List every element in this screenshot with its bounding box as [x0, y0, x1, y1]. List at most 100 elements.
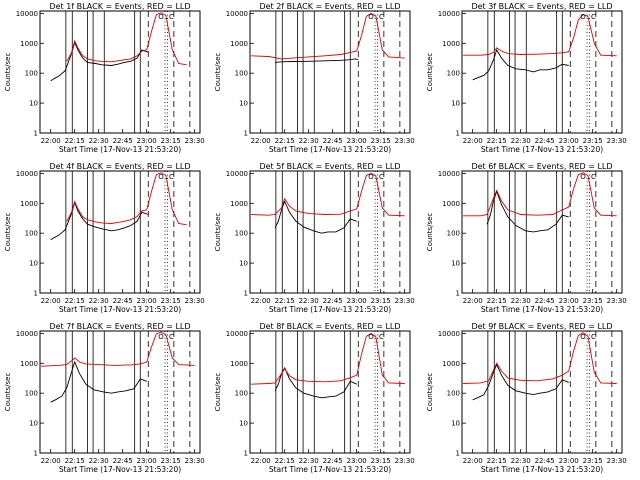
y-tick-label: 1 — [244, 450, 248, 458]
plot-frame — [249, 170, 411, 294]
marker-o: O — [580, 173, 586, 181]
y-tick-label: 10 — [451, 260, 460, 268]
series-events — [472, 363, 569, 401]
y-tick-label: 1000 — [230, 360, 248, 368]
series-events — [50, 201, 149, 241]
y-tick-label: 1000 — [230, 40, 248, 48]
x-tick-label: 22:15 — [65, 457, 85, 465]
series-lld — [463, 332, 617, 384]
y-tick-label: 10000 — [438, 170, 460, 178]
panel-title: Det 9f BLACK = Events, RED = LLD — [471, 322, 612, 331]
x-tick-label: 22:45 — [323, 137, 343, 145]
x-tick-label: 22:45 — [535, 297, 555, 305]
marker-o: O — [158, 173, 164, 181]
x-tick-label: 22:30 — [299, 457, 319, 465]
y-tick-label: 1 — [456, 450, 460, 458]
det-panel-2: Det 2f BLACK = Events, RED = LLD O C 22:00 2… — [214, 2, 415, 154]
panel-title: Det 6f BLACK = Events, RED = LLD — [471, 162, 612, 171]
x-tick-label: 23:30 — [607, 137, 627, 145]
series-lld — [463, 14, 617, 57]
x-tick-label: 22:00 — [463, 457, 483, 465]
x-tick-label: 22:00 — [41, 297, 61, 305]
y-tick-label: 1 — [244, 130, 248, 138]
y-tick-label: 1 — [244, 290, 248, 298]
panel-title: Det 7f BLACK = Events, RED = LLD — [49, 322, 190, 331]
x-axis-title: Start Time (17-Nov-13 21:53:20) — [481, 305, 603, 314]
y-tick-label: 1000 — [442, 40, 460, 48]
y-tick-label: 10 — [29, 100, 38, 108]
x-tick-label: 23:00 — [347, 137, 367, 145]
plot-frame — [249, 330, 411, 454]
plot-frame — [461, 170, 623, 294]
y-axis-title: Counts/sec — [214, 213, 222, 252]
panel-title: Det 5f BLACK = Events, RED = LLD — [259, 162, 400, 171]
x-tick-label: 22:30 — [511, 457, 531, 465]
y-axis-title: Counts/sec — [426, 53, 434, 92]
x-tick-label: 23:30 — [185, 297, 205, 305]
x-axis-title: Start Time (17-Nov-13 21:53:20) — [481, 145, 603, 154]
marker-o: O — [368, 173, 374, 181]
y-axis-title: Counts/sec — [214, 53, 222, 92]
x-tick-label: 23:15 — [583, 297, 603, 305]
marker-o: O — [580, 13, 586, 21]
x-tick-label: 22:15 — [275, 137, 295, 145]
x-tick-label: 23:15 — [583, 137, 603, 145]
y-tick-label: 10 — [239, 420, 248, 428]
det-panel-1: Det 1f BLACK = Events, RED = LLD O C 22:00 2… — [4, 2, 205, 154]
x-tick-label: 22:30 — [511, 297, 531, 305]
x-tick-label: 22:00 — [41, 457, 61, 465]
plot-frame — [39, 330, 201, 454]
x-tick-label: 23:30 — [185, 137, 205, 145]
y-tick-label: 1 — [34, 450, 38, 458]
x-tick-label: 22:15 — [65, 297, 85, 305]
panel-title: Det 2f BLACK = Events, RED = LLD — [259, 2, 400, 11]
y-tick-label: 100 — [447, 230, 460, 238]
x-tick-label: 22:30 — [299, 297, 319, 305]
x-tick-label: 22:15 — [487, 297, 507, 305]
x-tick-label: 23:00 — [137, 297, 157, 305]
det-panel-6: Det 6f BLACK = Events, RED = LLD O C 22:00 2… — [426, 162, 627, 314]
x-tick-label: 22:15 — [487, 137, 507, 145]
plot-frame — [249, 10, 411, 134]
x-axis-title: Start Time (17-Nov-13 21:53:20) — [59, 465, 181, 474]
det-panel-8: Det 8f BLACK = Events, RED = LLD O C 22:00 2… — [214, 322, 415, 474]
x-tick-label: 22:30 — [89, 137, 109, 145]
x-tick-label: 22:00 — [251, 297, 271, 305]
x-tick-label: 23:15 — [371, 457, 391, 465]
y-tick-label: 1 — [456, 130, 460, 138]
panel-title: Det 8f BLACK = Events, RED = LLD — [259, 322, 400, 331]
x-tick-label: 22:15 — [487, 457, 507, 465]
y-tick-label: 10 — [451, 100, 460, 108]
x-tick-label: 22:45 — [113, 457, 133, 465]
x-tick-label: 22:45 — [323, 297, 343, 305]
x-tick-label: 23:00 — [559, 297, 579, 305]
x-tick-label: 23:00 — [559, 457, 579, 465]
panel-title: Det 3f BLACK = Events, RED = LLD — [471, 2, 612, 11]
x-tick-label: 23:30 — [607, 457, 627, 465]
y-tick-label: 100 — [447, 390, 460, 398]
x-tick-label: 23:15 — [371, 297, 391, 305]
y-axis-title: Counts/sec — [214, 373, 222, 412]
marker-c: C — [169, 13, 174, 21]
x-tick-label: 22:30 — [511, 137, 531, 145]
marker-o: O — [158, 13, 164, 21]
marker-c: C — [591, 173, 596, 181]
series-events — [274, 200, 357, 234]
x-tick-label: 22:45 — [535, 137, 555, 145]
det-panel-5: Det 5f BLACK = Events, RED = LLD O C 22:00 2… — [214, 162, 415, 314]
series-lld — [251, 172, 405, 217]
x-tick-label: 23:00 — [137, 457, 157, 465]
series-lld — [251, 332, 405, 385]
x-tick-label: 23:30 — [395, 137, 415, 145]
x-tick-label: 22:45 — [113, 297, 133, 305]
marker-c: C — [379, 13, 384, 21]
x-tick-label: 22:00 — [463, 297, 483, 305]
x-tick-label: 23:00 — [347, 457, 367, 465]
plot-frame — [461, 330, 623, 454]
y-tick-label: 10 — [451, 420, 460, 428]
y-tick-label: 100 — [25, 390, 38, 398]
y-tick-label: 1000 — [20, 360, 38, 368]
y-axis-title: Counts/sec — [426, 373, 434, 412]
x-tick-label: 22:45 — [535, 457, 555, 465]
